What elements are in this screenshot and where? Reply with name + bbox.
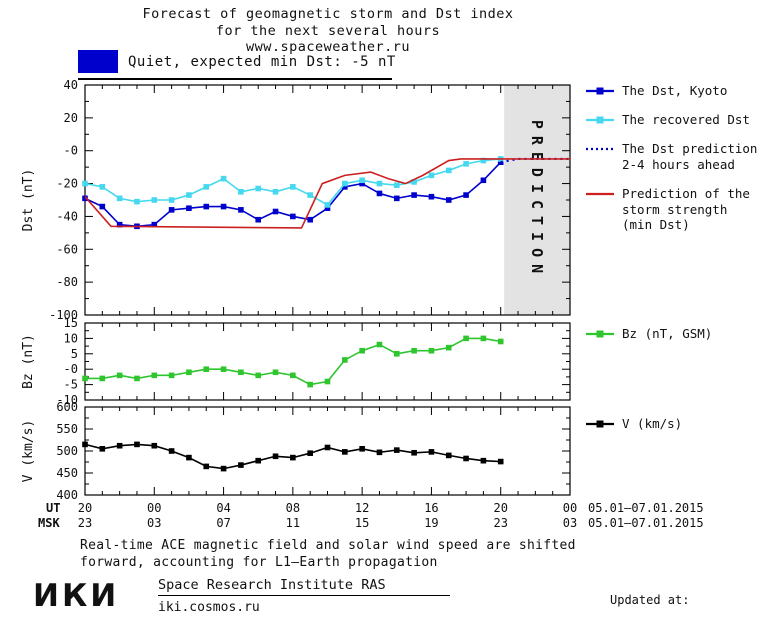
svg-text:16: 16	[424, 501, 438, 515]
svg-text:12: 12	[355, 501, 369, 515]
website-link[interactable]: iki.cosmos.ru	[158, 600, 260, 615]
svg-text:20: 20	[493, 501, 507, 515]
svg-text:15: 15	[64, 316, 78, 330]
svg-text:40: 40	[64, 78, 78, 92]
legend-dst-prediction-line1: The Dst prediction	[622, 141, 758, 156]
svg-text:-60: -60	[56, 242, 78, 256]
title-line-1: Forecast of geomagnetic storm and Dst in…	[142, 6, 514, 22]
title-line-2: for the next several hours	[215, 22, 441, 39]
svg-text:PREDICTION: PREDICTION	[528, 120, 546, 280]
svg-text:-0: -0	[64, 362, 78, 376]
svg-text:19: 19	[424, 516, 438, 530]
svg-text:11: 11	[286, 516, 300, 530]
svg-text:MSK: MSK	[38, 516, 60, 530]
page-title: Forecast of geomagnetic storm and Dst in…	[0, 6, 656, 56]
note-line-1: Real-time ACE magnetic field and solar w…	[80, 538, 576, 553]
dst-prediction-marker-icon	[586, 147, 614, 151]
svg-text:UT: UT	[46, 501, 60, 515]
svg-text:08: 08	[286, 501, 300, 515]
legend-bz-label: Bz (nT, GSM)	[622, 326, 713, 341]
svg-text:05.01—07.01.2015: 05.01—07.01.2015	[588, 516, 704, 530]
svg-text:20: 20	[64, 111, 78, 125]
recovered-marker-icon	[586, 116, 614, 124]
updated-label: Updated at:	[610, 593, 690, 607]
updated-block: Updated at: UT 20:04, 06.01.2015 MSK 23:…	[610, 560, 760, 620]
svg-text:-20: -20	[56, 177, 78, 191]
institute-underline	[158, 595, 450, 596]
bz-marker-icon	[586, 330, 614, 338]
kyoto-marker-icon	[586, 87, 614, 95]
legend-recovered-dst-label: The recovered Dst	[622, 112, 750, 127]
svg-text:00: 00	[147, 501, 161, 515]
svg-text:-100: -100	[49, 308, 78, 322]
svg-text:23: 23	[78, 516, 92, 530]
note-line-2: forward, accounting for L1—Earth propaga…	[80, 554, 438, 570]
svg-text:Bz (nT): Bz (nT)	[21, 334, 36, 389]
svg-text:23: 23	[493, 516, 507, 530]
svg-text:500: 500	[56, 444, 78, 458]
svg-text:15: 15	[355, 516, 369, 530]
storm-status: Quiet, expected min Dst: -5 nT	[78, 50, 396, 73]
svg-text:03: 03	[147, 516, 161, 530]
institute-name: Space Research Institute RAS	[158, 577, 386, 593]
svg-text:550: 550	[56, 422, 78, 436]
legend-storm-line3: (min Dst)	[622, 217, 690, 232]
svg-text:5: 5	[71, 347, 78, 361]
svg-text:600: 600	[56, 400, 78, 414]
legend-storm-strength: Prediction of the storm strength (min Ds…	[585, 186, 750, 233]
svg-text:-40: -40	[56, 209, 78, 223]
site-url[interactable]: www.spaceweather.ru	[246, 39, 410, 55]
svg-text:10: 10	[64, 331, 78, 345]
legend-v-label: V (km/s)	[622, 416, 683, 431]
svg-text:V (km/s): V (km/s)	[21, 420, 36, 483]
svg-text:03: 03	[563, 516, 577, 530]
forecast-plots: PREDICTION 40 20 -0 -20 -40 -60 -80 -100 Dst (nT)…	[21, 78, 704, 530]
legend-recovered-dst: The recovered Dst	[585, 112, 750, 128]
iki-logo: ИКИ	[33, 578, 120, 614]
v-marker-icon	[586, 420, 614, 428]
legend-dst-kyoto-label: The Dst, Kyoto	[622, 83, 728, 98]
svg-text:-80: -80	[56, 275, 78, 289]
svg-text:Dst (nT): Dst (nT)	[21, 169, 36, 232]
svg-text:05.01—07.01.2015: 05.01—07.01.2015	[588, 501, 704, 515]
storm-marker-icon	[586, 192, 614, 196]
status-color-swatch	[78, 50, 118, 73]
svg-text:00: 00	[563, 501, 577, 515]
svg-text:400: 400	[56, 488, 78, 502]
legend-storm-line1: Prediction of the	[622, 186, 750, 201]
legend-bz: Bz (nT, GSM)	[585, 326, 712, 342]
legend-storm-line2: storm strength	[622, 201, 728, 217]
propagation-note: Real-time ACE magnetic field and solar w…	[80, 538, 576, 571]
status-underline	[78, 78, 392, 80]
svg-text:07: 07	[216, 516, 230, 530]
legend-dst-prediction: The Dst prediction 2-4 hours ahead	[585, 141, 757, 172]
svg-text:04: 04	[216, 501, 230, 515]
svg-text:-5: -5	[64, 378, 78, 392]
status-text: Quiet, expected min Dst: -5 nT	[128, 53, 396, 70]
svg-text:-0: -0	[64, 144, 78, 158]
legend-dst-prediction-line2: 2-4 hours ahead	[622, 156, 735, 172]
svg-text:450: 450	[56, 466, 78, 480]
legend-v: V (km/s)	[585, 416, 682, 432]
legend-dst-kyoto: The Dst, Kyoto	[585, 83, 727, 99]
svg-text:-10: -10	[56, 393, 78, 407]
svg-text:20: 20	[78, 501, 92, 515]
